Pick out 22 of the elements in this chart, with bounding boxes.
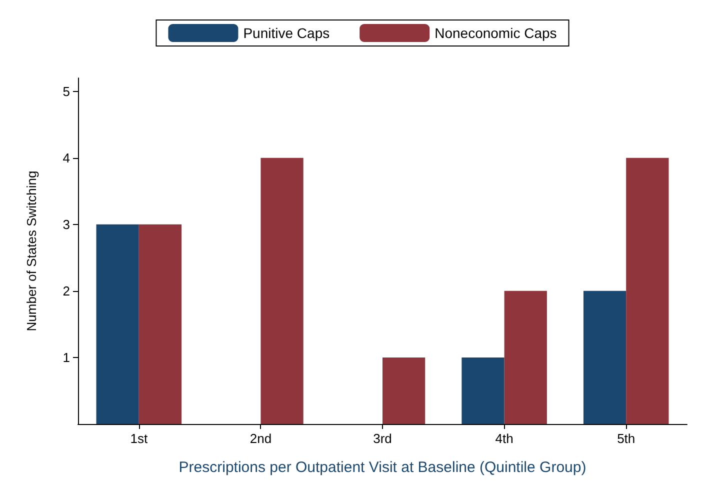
x-tick-label: 3rd <box>373 431 392 446</box>
legend-label: Punitive Caps <box>243 25 330 41</box>
bar <box>96 224 139 424</box>
bar <box>382 357 426 424</box>
bar <box>462 357 504 424</box>
bar <box>504 290 547 424</box>
bar <box>626 158 669 424</box>
y-tick-label: 5 <box>62 84 70 99</box>
y-tick-label: 2 <box>62 283 70 298</box>
y-tick-label: 1 <box>62 350 70 365</box>
bar <box>260 158 304 424</box>
x-tick-label: 4th <box>495 431 514 446</box>
y-axis-title: Number of States Switching <box>24 170 39 332</box>
legend-label: Noneconomic Caps <box>434 25 557 41</box>
x-tick-label: 1st <box>130 431 148 446</box>
y-tick-label: 4 <box>62 150 70 166</box>
bar <box>138 224 182 424</box>
x-tick-label: 5th <box>617 431 636 446</box>
y-tick-label: 3 <box>62 216 70 232</box>
x-axis-title: Prescriptions per Outpatient Visit at Baseline (Quintile Group) <box>178 459 586 476</box>
x-tick-label: 2nd <box>250 431 272 446</box>
bar <box>583 290 626 424</box>
